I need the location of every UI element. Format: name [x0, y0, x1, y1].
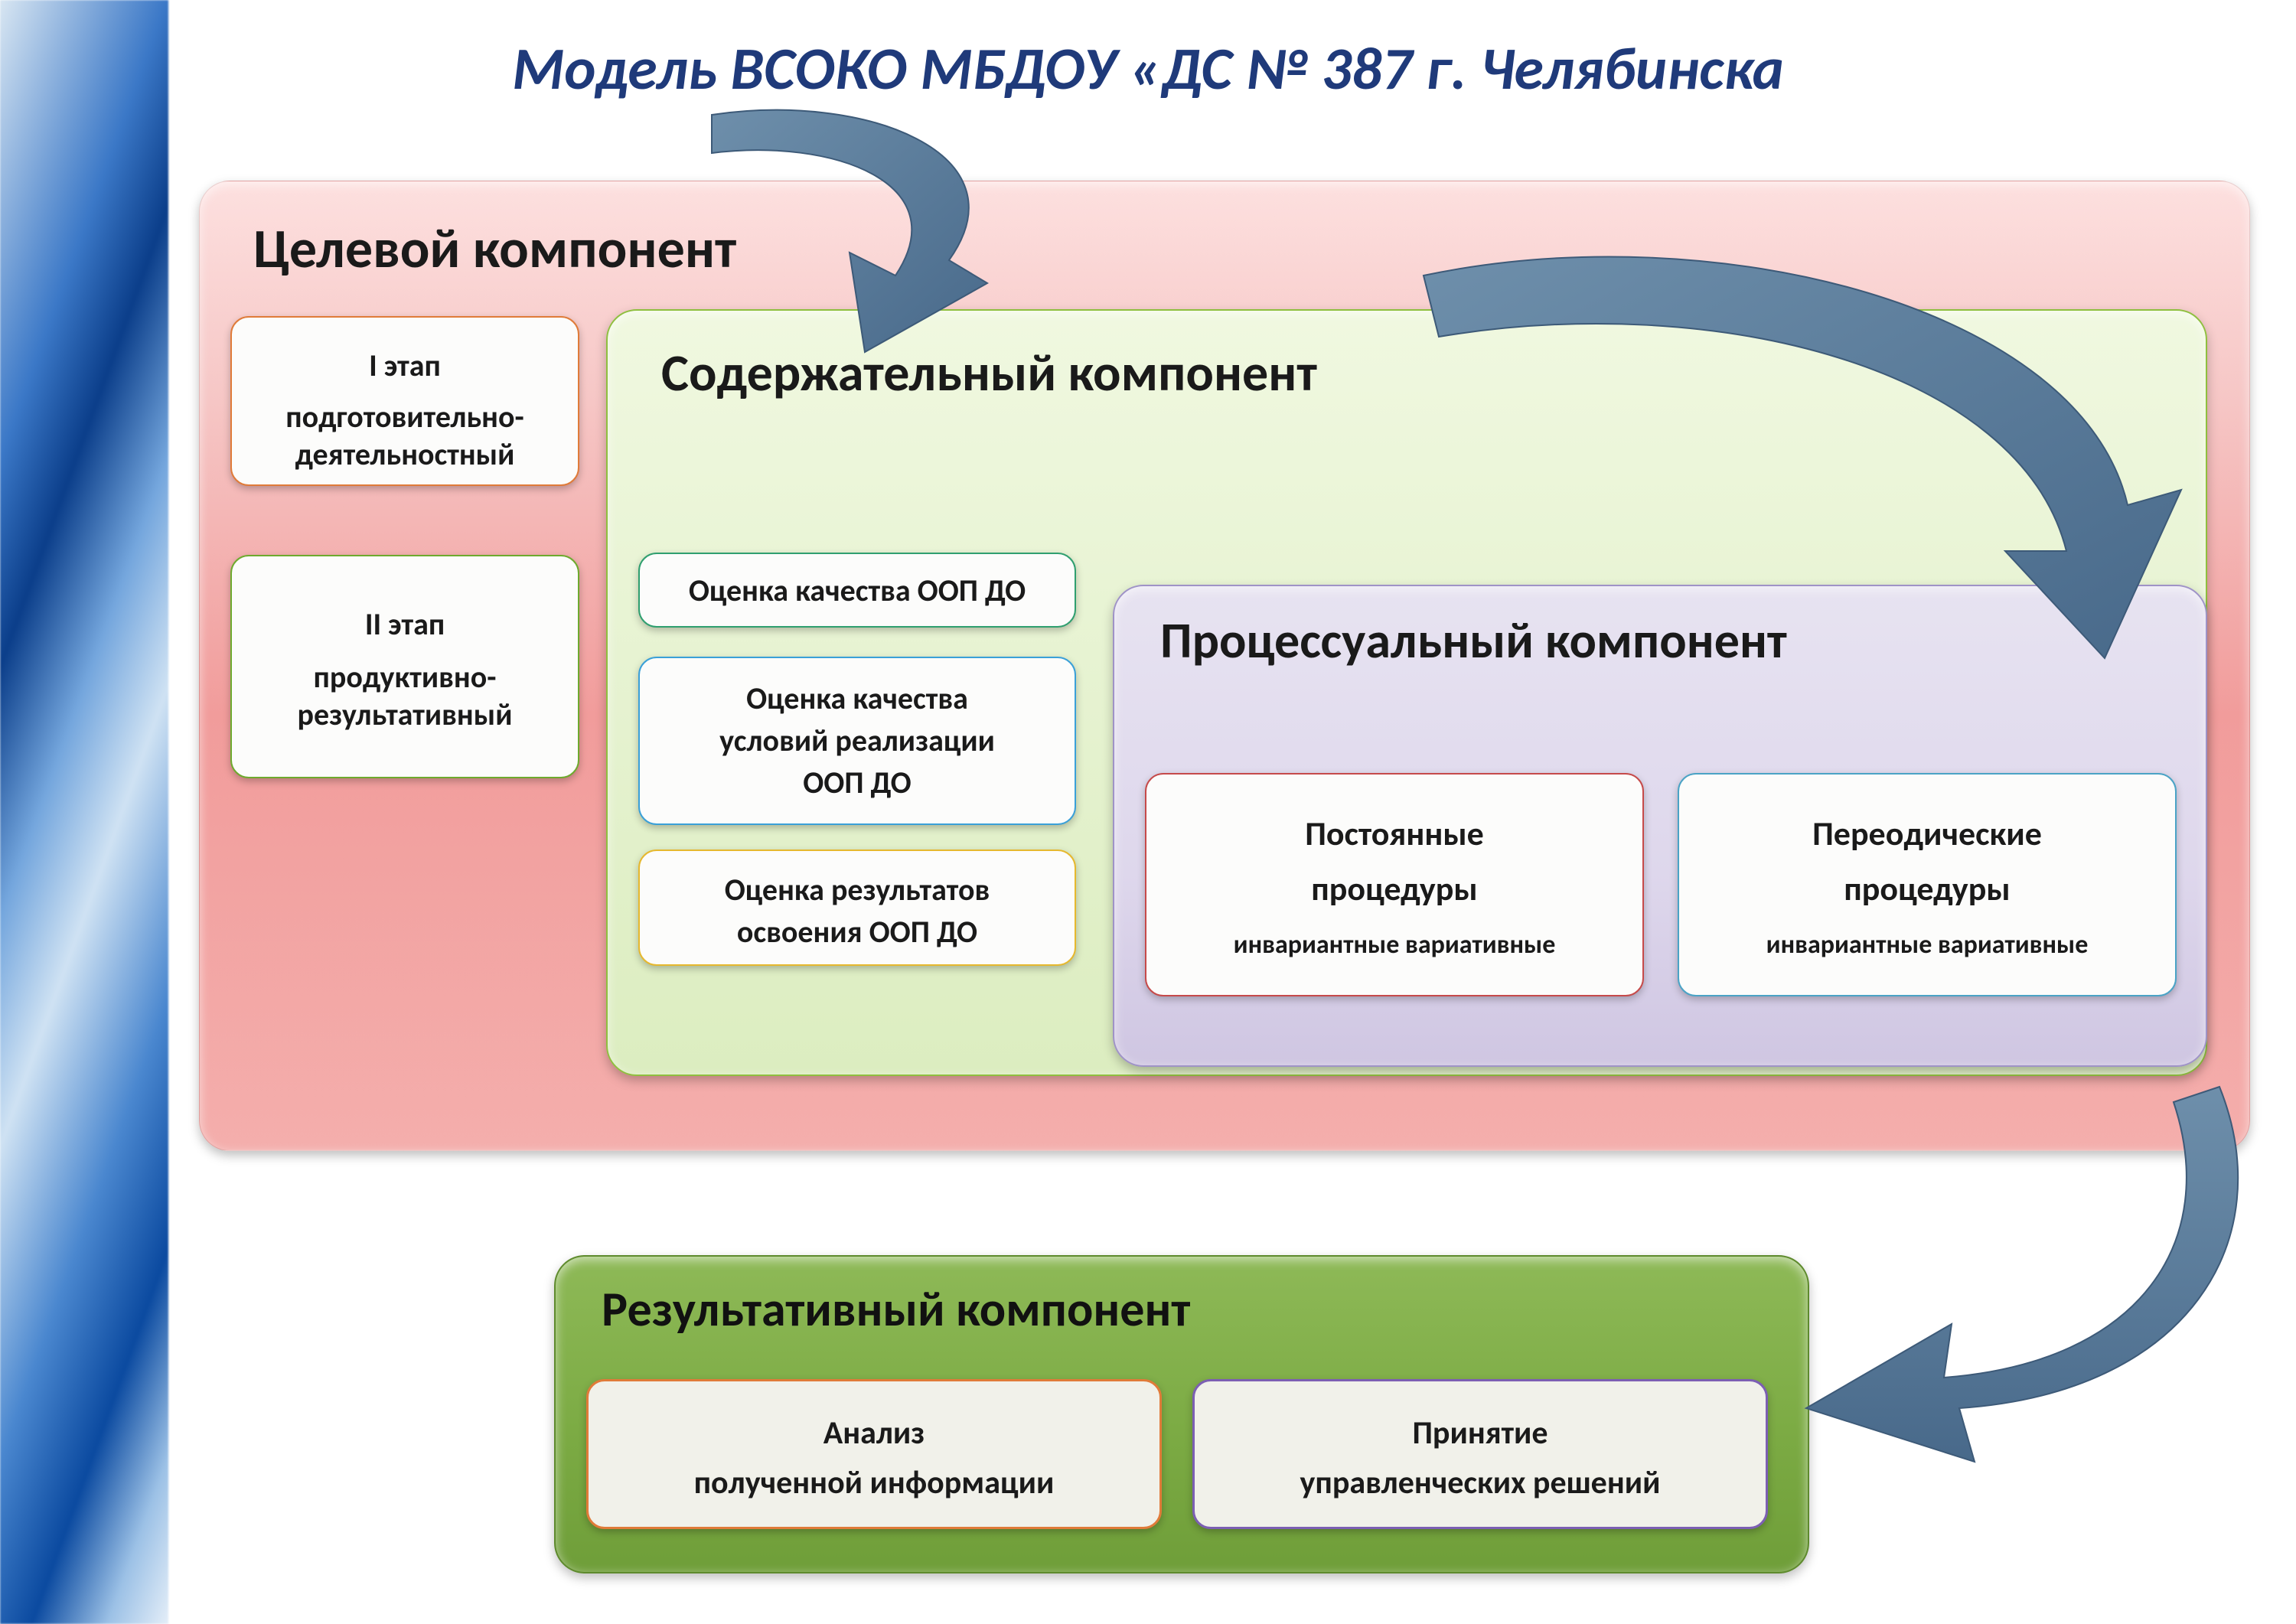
panel-process-title: Процессуальный компонент — [1160, 609, 1787, 671]
stage-1-title: I этап — [250, 347, 559, 384]
stage-1-subtitle: подготовительно-деятельностный — [250, 398, 559, 473]
panel-process: Процессуальный компонент Постоянные проц… — [1113, 585, 2207, 1067]
procedure-1-footnote: инвариантные вариативные — [1165, 929, 1624, 960]
result-item-1-l1: Анализ — [607, 1414, 1141, 1453]
stage-1-box: I этап подготовительно-деятельностный — [230, 316, 579, 486]
procedure-2-title: Переодические — [1698, 813, 2157, 854]
result-item-1: Анализ полученной информации — [586, 1379, 1162, 1529]
content-item-1-text: Оценка качества ООП ДО — [689, 572, 1026, 609]
content-item-3-l2: освоения ООП ДО — [658, 913, 1056, 951]
procedure-1: Постоянные процедуры инвариантные вариат… — [1145, 773, 1644, 996]
stage-2-subtitle: продуктивно-результативный — [250, 658, 559, 733]
content-item-2: Оценка качества условий реализации ООП Д… — [638, 657, 1076, 825]
stage-2-box: II этап продуктивно-результативный — [230, 555, 579, 778]
result-item-2-l1: Принятие — [1213, 1414, 1747, 1453]
content-item-3-l1: Оценка результатов — [658, 871, 1056, 908]
procedure-2: Переодические процедуры инвариантные вар… — [1678, 773, 2177, 996]
panel-target-title: Целевой компонент — [253, 215, 736, 282]
content-item-2-l1: Оценка качества — [658, 680, 1056, 717]
procedure-1-title: Постоянные — [1165, 813, 1624, 854]
panel-content-title: Содержательный компонент — [661, 341, 1317, 405]
panel-result-title: Результативный компонент — [602, 1280, 1190, 1339]
content-item-2-l3: ООП ДО — [658, 764, 1056, 801]
procedure-2-footnote: инвариантные вариативные — [1698, 929, 2157, 960]
result-item-2-l2: управленческих решений — [1213, 1463, 1747, 1502]
result-item-1-l2: полученной информации — [607, 1463, 1141, 1502]
panel-result: Результативный компонент Анализ полученн… — [554, 1255, 1809, 1573]
content-item-3: Оценка результатов освоения ООП ДО — [638, 850, 1076, 966]
page-title: Модель ВСОКО МБДОУ «ДС № 387 г. Челябинс… — [0, 32, 2296, 105]
procedure-1-subtitle: процедуры — [1165, 868, 1624, 909]
stage-2-title: II этап — [250, 605, 559, 643]
content-item-1: Оценка качества ООП ДО — [638, 553, 1076, 628]
procedure-2-subtitle: процедуры — [1698, 868, 2157, 909]
result-item-2: Принятие управленческих решений — [1192, 1379, 1768, 1529]
content-item-2-l2: условий реализации — [658, 722, 1056, 759]
side-decoration — [0, 0, 168, 1624]
